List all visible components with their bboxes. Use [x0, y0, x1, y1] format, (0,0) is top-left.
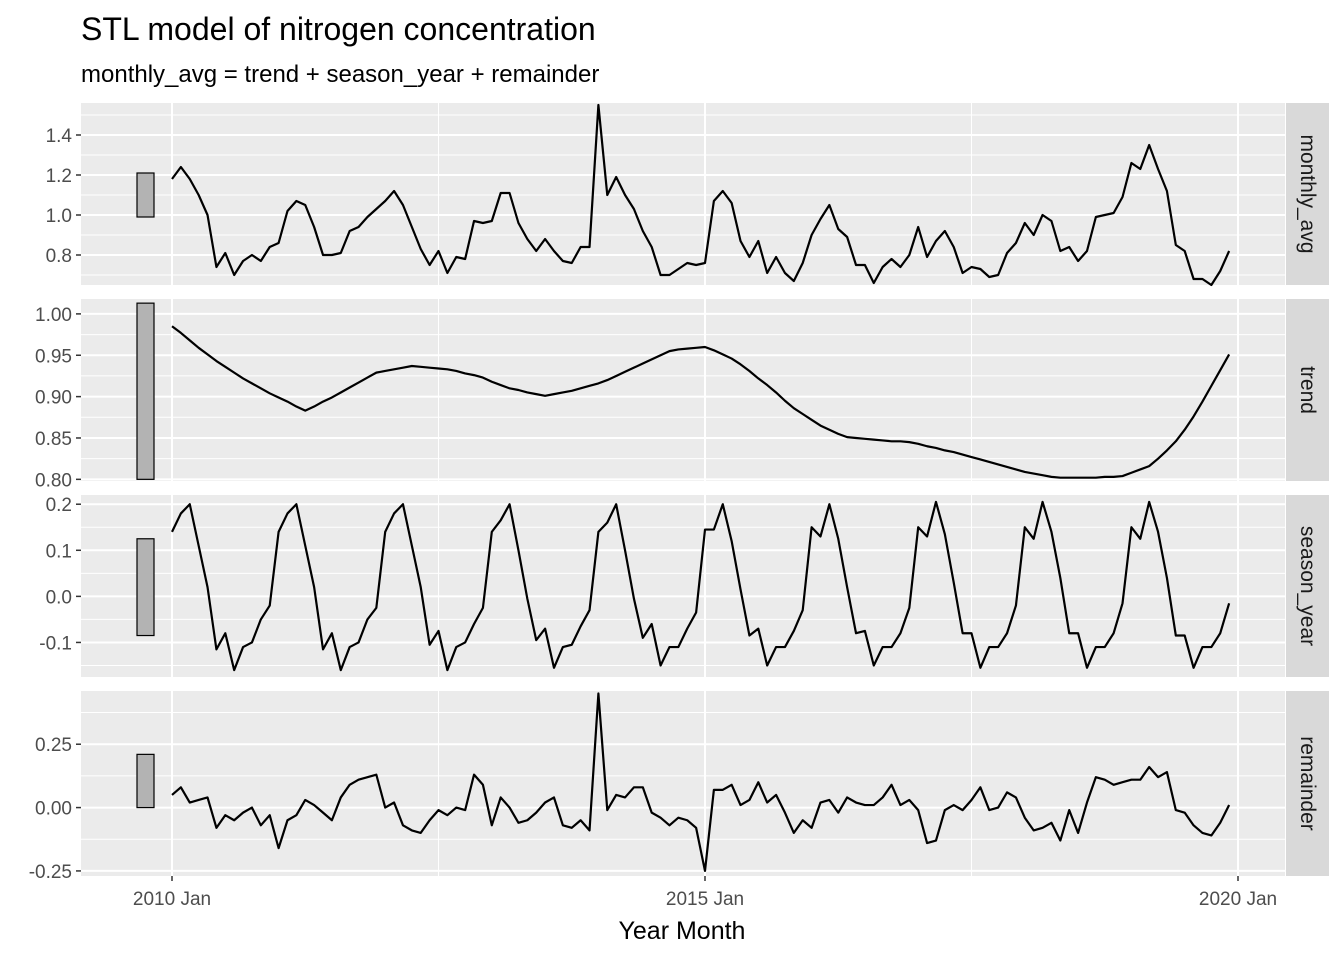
panel-background [81, 299, 1285, 481]
y-tick-label: 1.2 [46, 166, 72, 187]
x-tick-label: 2015 Jan [666, 889, 744, 910]
y-tick-label: 0.25 [35, 735, 72, 756]
y-tick-label: 0.85 [35, 429, 72, 450]
panel-season-year: -0.1 0.0 0.1 0.2 season_year [39, 495, 1329, 677]
y-tick-label: 0.8 [46, 246, 72, 267]
y-tick-label: 1.00 [35, 305, 72, 326]
series-line-trend [171, 325, 1231, 479]
y-tick-label: 0.00 [35, 799, 72, 820]
scale-bar [136, 172, 155, 218]
series-line-season-year [171, 500, 1231, 672]
panel-trend: 0.80 0.85 0.90 0.95 1.00 trend [35, 299, 1329, 491]
facet-strip-label: trend [1296, 366, 1319, 414]
panel-background [81, 103, 1285, 285]
y-tick-label: 1.4 [46, 126, 73, 147]
y-tick-label: 0.0 [46, 587, 72, 608]
y-tick-label: 0.90 [35, 388, 72, 409]
y-tick-label: -0.1 [39, 633, 72, 654]
facet-strip [1286, 495, 1329, 677]
y-tick-label: 0.95 [35, 346, 72, 367]
y-tick-label: 0.80 [35, 470, 72, 491]
facet-strip [1286, 299, 1329, 481]
y-tick-label: 0.2 [46, 495, 72, 516]
series-line-monthly-avg [171, 103, 1231, 287]
x-tick-label: 2020 Jan [1199, 889, 1277, 910]
panels-group: 0.8 1.0 1.2 1.4 monthly_avg 0.80 0.85 0.90 0.95 1… [29, 103, 1329, 883]
panel-background [81, 495, 1285, 677]
panel-monthly-avg: 0.8 1.0 1.2 1.4 monthly_avg [46, 103, 1329, 287]
x-axis-title: Year Month [619, 917, 746, 945]
facet-strip-label: season_year [1296, 526, 1319, 646]
facet-strip [1286, 691, 1329, 876]
chart-title: STL model of nitrogen concentration [81, 11, 596, 47]
facet-strip-label: remainder [1296, 736, 1319, 831]
panel-background [81, 691, 1285, 876]
facet-strip [1286, 103, 1329, 285]
scale-bar [136, 302, 155, 480]
y-tick-label: -0.25 [29, 862, 72, 883]
x-axis: 2010 Jan 2015 Jan 2020 Jan [133, 876, 1277, 910]
series-line-remainder [171, 692, 1231, 873]
chart-subtitle: monthly_avg = trend + season_year + rema… [81, 61, 599, 88]
y-tick-label: 0.1 [46, 541, 72, 562]
x-tick-label: 2010 Jan [133, 889, 211, 910]
y-tick-label: 1.0 [46, 206, 72, 227]
panel-remainder: -0.25 0.00 0.25 remainder [29, 691, 1329, 883]
facet-strip-label: monthly_avg [1296, 134, 1319, 253]
scale-bar [136, 753, 155, 809]
scale-bar [136, 538, 155, 637]
